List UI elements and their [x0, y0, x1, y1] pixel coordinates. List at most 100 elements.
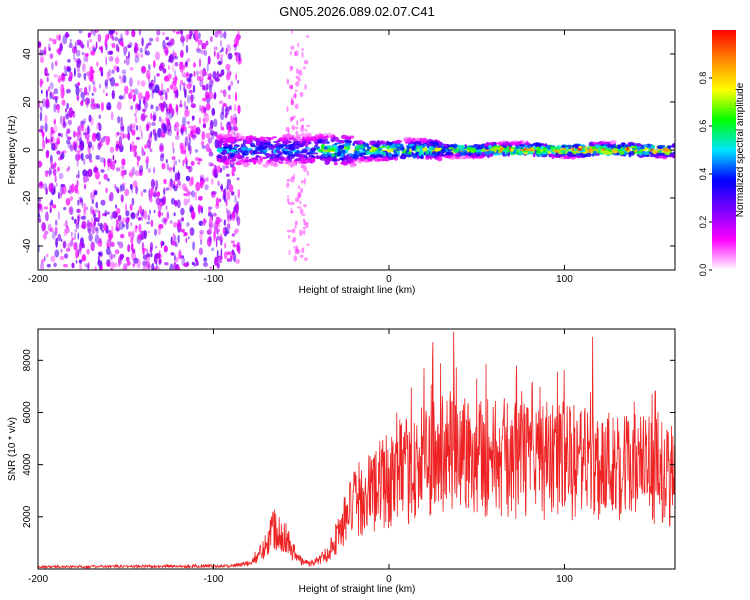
spectrogram-noise-blob — [225, 105, 230, 116]
spectrogram-signal-blob — [556, 153, 563, 156]
spectrogram-noise-blob — [68, 107, 74, 118]
spectrogram-noise-blob — [45, 104, 50, 109]
spectrogram-noise-blob — [135, 212, 139, 219]
spectrogram-noise-blob — [224, 194, 227, 203]
spectrogram-noise-blob — [138, 98, 142, 106]
spectrogram-noise-blob — [80, 215, 87, 220]
spectrogram-streak-blob — [290, 45, 295, 50]
spectrogram-noise-blob — [185, 175, 191, 182]
spectrogram-signal-blob — [250, 145, 258, 148]
spectrogram-noise-blob — [232, 117, 238, 128]
spectrogram-noise-blob — [86, 248, 90, 255]
spectrogram-signal-blob — [400, 156, 407, 160]
spectrogram-noise-blob — [100, 45, 104, 54]
spectrogram-signal-blob — [568, 152, 574, 158]
spectrogram-noise-blob — [180, 31, 184, 36]
spectrogram-noise-blob — [49, 82, 54, 90]
spectrogram-noise-blob — [165, 116, 168, 124]
spectrogram-noise-blob — [177, 170, 180, 179]
spectrogram-noise-blob — [129, 143, 132, 151]
spectrogram-streak-blob — [306, 170, 309, 176]
spectrogram-signal-blob — [249, 149, 254, 154]
spectrogram-noise-blob — [165, 205, 168, 211]
spectrogram-signal-blob — [422, 147, 428, 152]
spectrogram-signal-blob — [434, 146, 442, 152]
spectrogram-signal-blob — [316, 154, 319, 159]
spectrogram-signal-blob — [233, 146, 238, 149]
spectrogram-signal-blob — [601, 146, 608, 148]
spectrogram-noise-blob — [122, 132, 125, 140]
spectrogram-noise-blob — [148, 81, 154, 90]
spectrogram-noise-blob — [86, 206, 88, 211]
spectrogram-noise-blob — [155, 261, 158, 270]
spectrogram-noise-blob — [183, 262, 189, 268]
spectrogram-noise-blob — [194, 149, 199, 153]
spectrogram-streak-blob — [294, 52, 297, 57]
spectrogram-noise-blob — [145, 114, 148, 119]
spectrogram-noise-blob — [71, 262, 75, 269]
spectrogram-noise-blob — [159, 95, 164, 101]
spectrogram-noise-blob — [222, 103, 227, 107]
spectrogram-noise-blob — [165, 78, 170, 82]
spectrogram-noise-blob — [196, 48, 202, 54]
spectrogram-noise-blob — [67, 165, 71, 171]
spectrogram-signal-blob — [245, 136, 249, 141]
spectrogram-noise-blob — [203, 257, 208, 262]
spectrogram-signal-blob — [518, 145, 525, 150]
spectrogram-noise-blob — [38, 128, 44, 133]
spectrogram-noise-blob — [218, 100, 224, 104]
spectrogram-signal-blob — [263, 149, 268, 153]
spectrogram-signal-blob — [440, 149, 446, 154]
spectrogram-noise-blob — [211, 178, 214, 185]
spectrogram-noise-blob — [38, 42, 41, 47]
spectrogram-signal-blob — [541, 143, 548, 146]
spectrogram-signal-blob — [515, 151, 519, 155]
spectrogram-streak-blob — [306, 243, 310, 246]
spectrogram-noise-blob — [63, 263, 68, 268]
spectrogram-signal-blob — [652, 146, 656, 149]
spectrogram-noise-blob — [235, 51, 238, 62]
spectrogram-signal-blob — [251, 157, 259, 160]
spectrogram-signal-blob — [429, 153, 437, 157]
spectrogram-noise-blob — [131, 140, 135, 149]
snr-x-tick-label: 0 — [386, 574, 392, 585]
spectrogram-streak-blob — [305, 35, 310, 38]
spectrogram-noise-blob — [53, 118, 56, 125]
spectrogram-signal-blob — [367, 146, 372, 150]
spectrogram-signal-blob — [348, 156, 353, 161]
spectrogram-signal-blob — [551, 151, 555, 155]
spectrogram-noise-blob — [148, 83, 153, 88]
spectrogram-noise-blob — [195, 260, 199, 267]
spectrogram-signal-blob — [529, 147, 533, 152]
spectrogram-signal-blob — [355, 144, 362, 149]
spectrogram-noise-blob — [231, 166, 234, 176]
spectrogram-noise-blob — [80, 124, 85, 132]
spectrogram-noise-blob — [115, 31, 118, 36]
spectrogram-noise-blob — [77, 199, 80, 206]
spectrogram-noise-blob — [173, 222, 178, 228]
spectrogram-signal-blob — [297, 140, 304, 144]
spectrogram-streak-blob — [290, 100, 295, 105]
spectrogram-signal-blob — [369, 154, 377, 159]
spectrogram-noise-blob — [56, 166, 60, 172]
spectrogram-noise-blob — [103, 158, 106, 168]
spectrogram-noise-blob — [122, 125, 125, 132]
spectrogram-noise-blob — [106, 211, 110, 215]
spectrogram-noise-blob — [66, 168, 70, 172]
spectrogram-noise-blob — [176, 199, 181, 209]
spectrogram-signal-blob — [304, 147, 310, 150]
spectrogram-signal-blob — [255, 137, 260, 142]
spectrogram-noise-blob — [135, 47, 139, 52]
spectrogram-noise-blob — [204, 91, 210, 99]
snr-y-tick-label: 8000 — [22, 349, 33, 372]
spectrogram-noise-blob — [83, 158, 86, 166]
spectrogram-noise-blob — [60, 133, 63, 138]
spectrogram-signal-blob — [577, 147, 582, 151]
spectrogram-noise-blob — [76, 94, 80, 101]
spectrogram-noise-blob — [62, 115, 66, 126]
spectrogram-noise-blob — [192, 62, 197, 68]
spectrogram-noise-blob — [191, 134, 197, 138]
spectrogram-noise-blob — [89, 39, 93, 43]
spectrogram-noise-blob — [120, 165, 125, 169]
spectrogram-noise-blob — [150, 112, 153, 120]
